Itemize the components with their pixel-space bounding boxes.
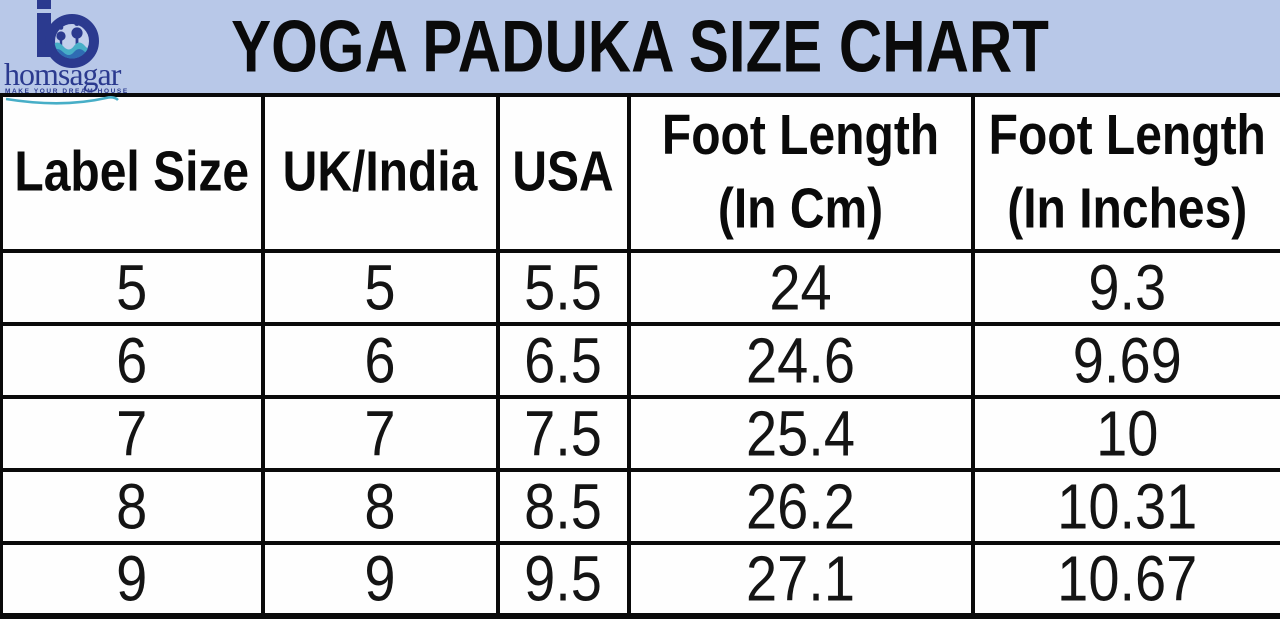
col-header-text: UK/India	[282, 141, 478, 204]
table-cell: 10.31	[970, 468, 1280, 545]
table-cell: 6	[0, 322, 265, 399]
table-cell: 5.5	[495, 249, 631, 326]
table-cell: 10	[970, 395, 1280, 472]
table-cell: 8	[260, 468, 500, 545]
table-cell: 5	[0, 249, 265, 326]
col-header-text: Foot Length	[988, 104, 1266, 168]
col-header-uk-india: UK/India	[260, 97, 500, 253]
col-header-text: Label Size	[14, 141, 250, 204]
table-row: 6 6 6.5 24.6 9.69	[0, 322, 1280, 399]
table-cell: 5	[260, 249, 500, 326]
table-row: 7 7 7.5 25.4 10	[0, 395, 1280, 472]
size-chart-table: Label Size UK/India USA Foot Length (In C…	[0, 97, 1280, 619]
col-header-text: USA	[512, 141, 614, 204]
table-cell: 26.2	[626, 468, 975, 545]
table-row: 5 5 5.5 24 9.3	[0, 249, 1280, 326]
table-cell: 6.5	[495, 322, 631, 399]
title-band: YOGA PADUKA SIZE CHART	[0, 0, 1280, 97]
table-cell: 9	[260, 541, 500, 619]
table-cell: 9.3	[970, 249, 1280, 326]
table-cell: 9	[0, 541, 265, 619]
table-cell: 27.1	[626, 541, 975, 619]
table-cell: 25.4	[626, 395, 975, 472]
col-header-usa: USA	[495, 97, 631, 253]
table-cell: 9.5	[495, 541, 631, 619]
col-header-foot-length-inches: Foot Length (In Inches)	[970, 97, 1280, 253]
col-header-text: Foot Length	[661, 104, 940, 168]
table-cell: 7.5	[495, 395, 631, 472]
table-cell: 6	[260, 322, 500, 399]
header-row: Label Size UK/India USA Foot Length (In C…	[0, 97, 1280, 253]
table-cell: 8.5	[495, 468, 631, 545]
table-cell: 10.67	[970, 541, 1280, 619]
table-cell: 7	[260, 395, 500, 472]
page-title: YOGA PADUKA SIZE CHART	[231, 5, 1049, 88]
col-header-label-size: Label Size	[0, 97, 265, 253]
table-cell: 24.6	[626, 322, 975, 399]
table-row: 9 9 9.5 27.1 10.67	[0, 541, 1280, 619]
table-cell: 7	[0, 395, 265, 472]
table-cell: 9.69	[970, 322, 1280, 399]
table-cell: 8	[0, 468, 265, 545]
table-row: 8 8 8.5 26.2 10.31	[0, 468, 1280, 545]
col-header-foot-length-cm: Foot Length (In Cm)	[626, 97, 975, 253]
table-cell: 24	[626, 249, 975, 326]
